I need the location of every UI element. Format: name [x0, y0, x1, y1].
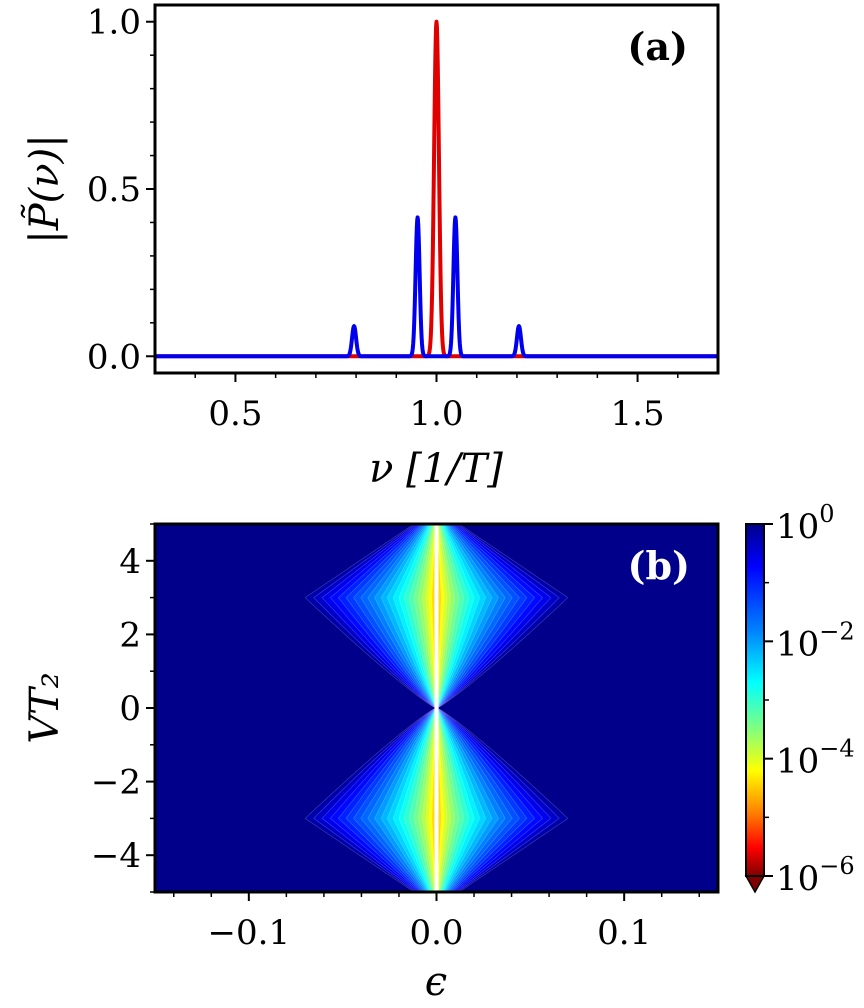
x-tick-label: 0.1 [597, 913, 651, 953]
colorbar: 100 10−2 10−4 10−6 [744, 500, 855, 899]
panel-a-ylabel: |P̃(ν)| [21, 134, 68, 243]
panel-a-x-ticks: 0.5 1.0 1.5 [194, 373, 679, 434]
heatmap-bands [304, 524, 569, 892]
x-tick-label: 1.0 [409, 394, 463, 434]
y-tick-label: 0.0 [87, 337, 141, 377]
colorbar-extend-arrow [744, 875, 766, 894]
panel-b-ylabel: VT₂ [22, 672, 68, 744]
y-tick-label: 4 [119, 542, 141, 582]
colorbar-gradient [746, 524, 764, 876]
panel-b-xlabel: ϵ [425, 959, 447, 1005]
x-tick-label: 1.5 [611, 394, 665, 434]
y-tick-label: −4 [91, 836, 141, 876]
y-tick-label: 0 [119, 689, 141, 729]
colorbar-ticks: 100 10−2 10−4 10−6 [764, 500, 855, 899]
y-tick-label: 0.5 [87, 170, 141, 210]
panel-b-y-ticks: −4 −2 0 2 4 [91, 523, 155, 893]
panel-a-y-ticks: 0.0 0.5 1.0 [87, 3, 155, 377]
x-tick-label: 0.5 [208, 394, 262, 434]
panel-b-label: (b) [627, 543, 690, 588]
panel-b-x-ticks: −0.1 0.0 0.1 [173, 892, 700, 953]
y-tick-label: 1.0 [87, 3, 141, 43]
x-tick-label: −0.1 [208, 913, 291, 953]
series-line-blue [155, 215, 718, 359]
panel-a-xlabel: ν [1/T] [369, 446, 503, 492]
y-tick-label: −2 [91, 763, 141, 803]
panel-a: 0.5 1.0 1.5 0.0 0.5 1.0 (a) ν [1/T] |P̃(ν)| [21, 3, 720, 492]
panel-a-label: (a) [627, 24, 688, 69]
y-tick-label: 2 [119, 615, 141, 655]
colorbar-tick-label: 10−2 [776, 617, 855, 664]
colorbar-tick-label: 100 [776, 500, 835, 547]
panel-b: −0.1 0.0 0.1 −4 −2 0 2 4 (b) ϵ VT₂ 100 10−2 10−4… [22, 500, 855, 1005]
x-tick-label: 0.0 [409, 913, 463, 953]
colorbar-tick-label: 10−4 [776, 735, 855, 782]
colorbar-tick-label: 10−6 [776, 852, 855, 899]
heatmap-image [155, 524, 718, 892]
panel-a-series-group [155, 19, 718, 359]
